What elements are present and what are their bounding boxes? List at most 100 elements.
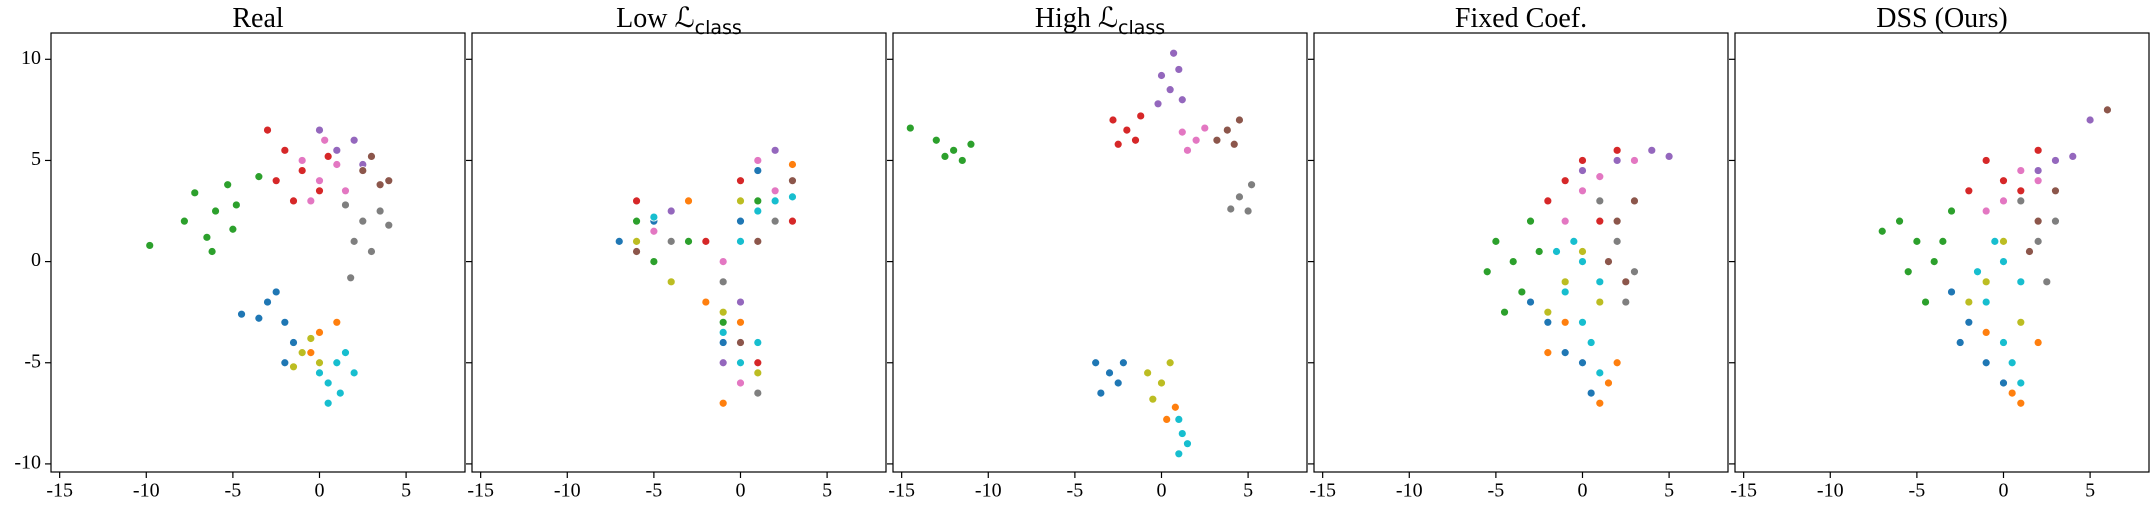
- point: [346, 273, 356, 283]
- point: [1877, 226, 1887, 236]
- x-tick-label: -10: [554, 480, 581, 502]
- point: [2007, 358, 2017, 368]
- point: [2033, 236, 2043, 246]
- point: [649, 226, 659, 236]
- point: [207, 247, 217, 256]
- point: [297, 156, 307, 165]
- point: [1612, 145, 1622, 155]
- point: [1999, 236, 2008, 246]
- point: [1136, 111, 1146, 121]
- point: [1552, 247, 1561, 256]
- point: [2085, 115, 2095, 125]
- x-tick-label: 5: [401, 480, 411, 502]
- y-tick-label: -5: [24, 350, 41, 372]
- x-tick-label: -15: [1309, 480, 1336, 502]
- point: [2051, 156, 2060, 165]
- x-tick-label: 5: [822, 480, 832, 502]
- point: [949, 145, 959, 155]
- point: [1929, 257, 1939, 267]
- point: [228, 224, 238, 234]
- point: [1247, 180, 1256, 190]
- point: [315, 358, 324, 368]
- point: [323, 152, 333, 161]
- point: [1981, 277, 1991, 287]
- point: [271, 287, 281, 297]
- x-tick-label: 0: [1577, 480, 1587, 502]
- point: [1964, 317, 1974, 327]
- point: [349, 368, 359, 378]
- point: [341, 200, 350, 210]
- plot-frame: [50, 32, 466, 473]
- point: [358, 166, 368, 175]
- point: [718, 277, 728, 287]
- point: [1105, 368, 1114, 378]
- point: [718, 317, 728, 327]
- point: [1243, 206, 1253, 216]
- point: [289, 362, 298, 372]
- title-subscript: class: [1118, 17, 1165, 39]
- point: [2016, 378, 2026, 388]
- title-text: Real: [232, 3, 284, 34]
- point: [736, 297, 745, 307]
- point: [2033, 145, 2043, 155]
- point: [1560, 317, 1570, 327]
- point: [280, 317, 290, 327]
- point: [367, 247, 376, 256]
- point: [1999, 176, 2008, 186]
- point: [323, 398, 333, 408]
- point: [1595, 196, 1605, 206]
- title-text: Fixed Coef.: [1455, 3, 1587, 34]
- point: [341, 186, 350, 196]
- point: [1091, 358, 1101, 368]
- point: [1177, 127, 1187, 137]
- point: [931, 135, 941, 145]
- point: [332, 160, 342, 169]
- point: [1517, 287, 1527, 297]
- point: [1955, 338, 1965, 347]
- point: [1586, 388, 1596, 398]
- point: [1647, 145, 1657, 155]
- point: [1177, 429, 1187, 438]
- point: [297, 166, 307, 175]
- point: [1174, 449, 1184, 459]
- point: [1162, 415, 1172, 424]
- point: [649, 257, 659, 267]
- point: [1118, 358, 1128, 368]
- point: [1612, 358, 1622, 368]
- point: [2025, 247, 2034, 256]
- point: [736, 317, 745, 327]
- point: [718, 398, 728, 408]
- point: [1508, 257, 1518, 267]
- point: [2016, 398, 2026, 408]
- point: [1229, 139, 1239, 149]
- point: [684, 236, 693, 246]
- point: [718, 358, 728, 368]
- point: [666, 236, 676, 246]
- point: [1191, 135, 1201, 145]
- plot-frame: [892, 32, 1308, 473]
- point: [375, 180, 385, 190]
- point: [736, 176, 745, 186]
- point: [753, 358, 763, 368]
- point: [1612, 216, 1622, 226]
- y-tick-label: 5: [31, 148, 41, 170]
- point: [315, 125, 324, 135]
- point: [254, 313, 264, 323]
- point: [1165, 85, 1175, 95]
- point: [614, 236, 624, 246]
- point: [788, 176, 797, 186]
- point: [384, 220, 394, 230]
- point: [375, 206, 385, 216]
- point: [666, 206, 676, 216]
- point: [753, 388, 763, 398]
- point: [297, 348, 307, 358]
- point: [788, 216, 797, 226]
- point: [718, 307, 728, 317]
- point: [1595, 297, 1605, 307]
- point: [1630, 267, 1639, 277]
- panel-title: DSS (Ours): [1876, 3, 2007, 34]
- point: [2033, 166, 2043, 175]
- point: [957, 156, 967, 165]
- point: [263, 297, 272, 307]
